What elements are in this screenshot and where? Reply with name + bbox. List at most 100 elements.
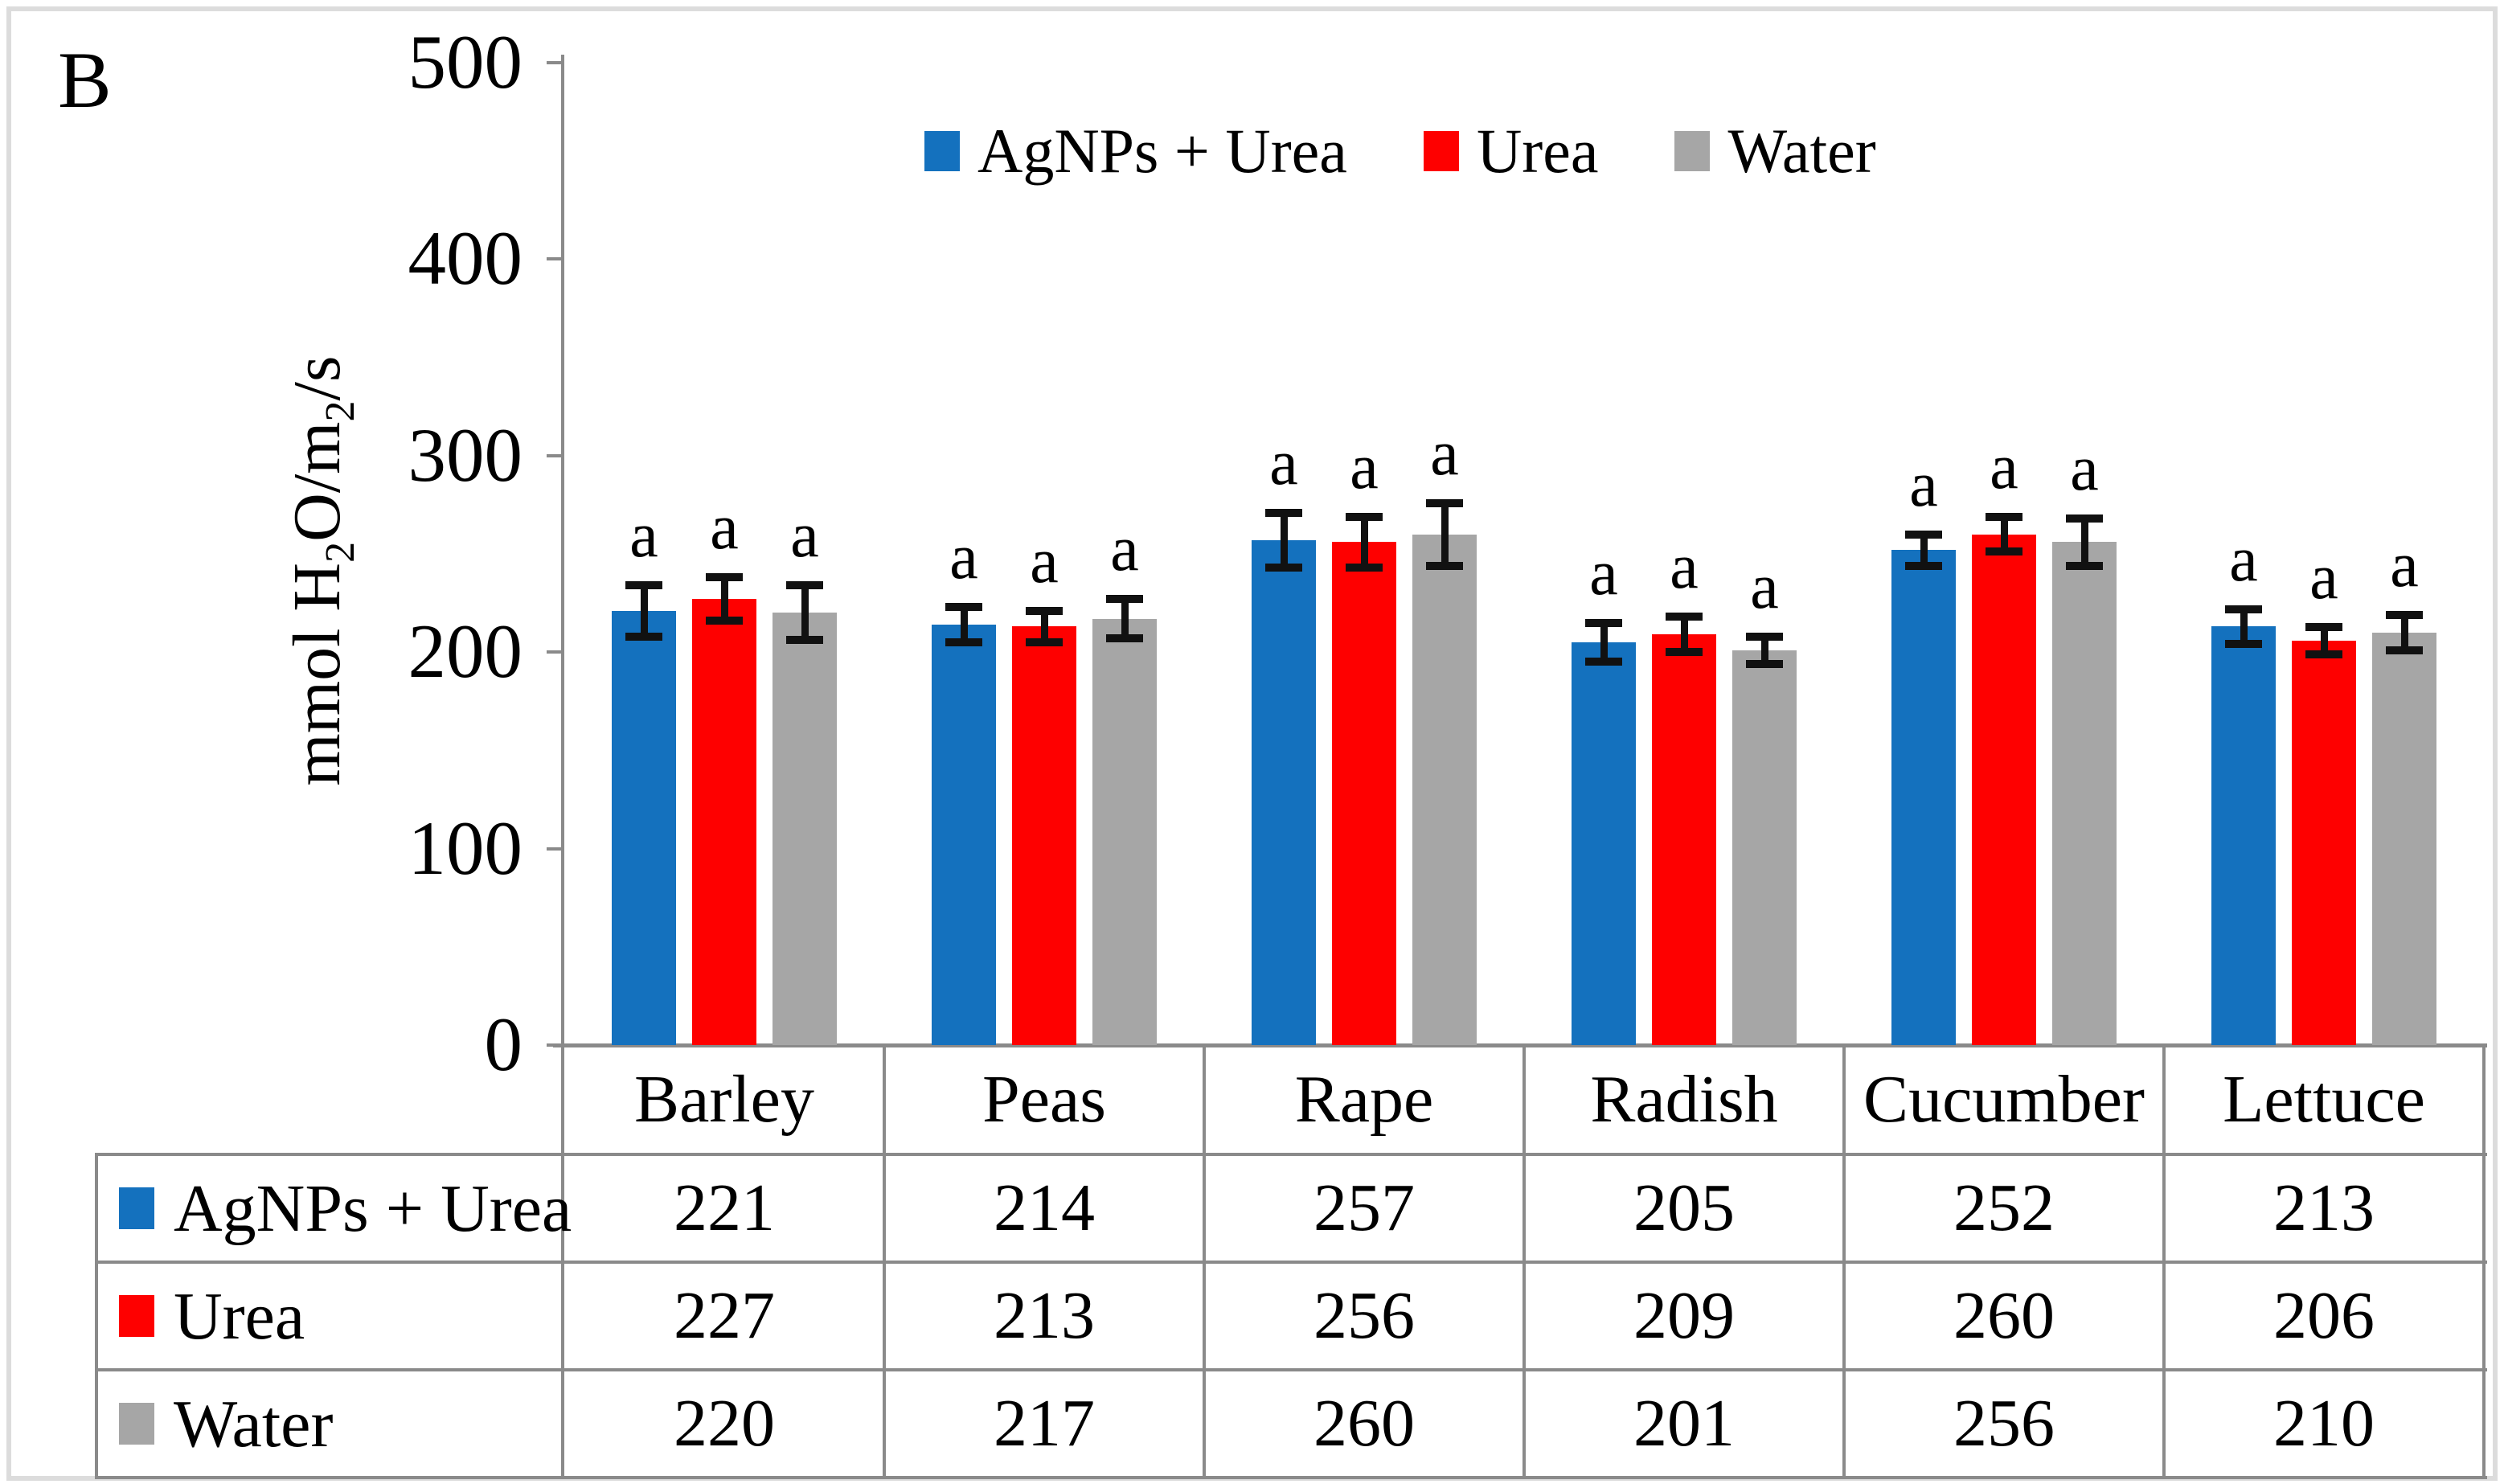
legend-swatch xyxy=(1423,130,1459,171)
bar xyxy=(612,610,676,1045)
value-cell: 260 xyxy=(1953,1278,2055,1353)
sig-label: a xyxy=(2309,541,2338,613)
y-axis-tick-label: 200 xyxy=(408,609,523,695)
table-grid-line xyxy=(95,1153,98,1476)
error-bar-cap-top xyxy=(786,581,823,590)
bar xyxy=(1732,650,1797,1045)
sig-label: a xyxy=(1430,417,1459,489)
value-cell: 209 xyxy=(1633,1278,1735,1353)
series-label-cell: AgNPs + Urea xyxy=(95,1154,572,1262)
sig-label: a xyxy=(2229,523,2258,595)
error-bar-stem xyxy=(1761,632,1768,668)
bar xyxy=(2211,626,2276,1045)
error-bar-cap-top xyxy=(1426,498,1463,507)
error-bar-cap-top xyxy=(706,573,743,582)
error-bar-cap-bottom xyxy=(1585,658,1622,666)
bar xyxy=(1972,534,2036,1045)
bar xyxy=(2292,640,2356,1045)
error-bar-stem xyxy=(961,603,968,646)
bar xyxy=(1891,550,1956,1045)
bar xyxy=(2372,632,2436,1045)
x-axis-line xyxy=(553,1043,2487,1047)
y-axis-tick-label: 300 xyxy=(408,412,523,498)
category-header-cell: Radish xyxy=(1590,1062,1778,1137)
bar xyxy=(692,599,756,1045)
error-bar-stem xyxy=(721,573,728,625)
sig-label: a xyxy=(1350,431,1379,502)
error-bar-cap-bottom xyxy=(2225,640,2262,649)
sig-label: a xyxy=(1030,525,1059,596)
error-bar-cap-top xyxy=(1585,618,1622,627)
value-cell: 257 xyxy=(1313,1170,1415,1245)
category-header-cell: Barley xyxy=(634,1062,814,1137)
sig-label: a xyxy=(629,500,658,572)
sig-label: a xyxy=(1589,537,1618,609)
error-bar-cap-bottom xyxy=(1666,648,1703,657)
value-cell: 252 xyxy=(1953,1170,2055,1245)
bar xyxy=(2052,542,2117,1045)
sig-label: a xyxy=(949,522,978,593)
error-bar-stem xyxy=(2240,605,2248,649)
y-axis-line xyxy=(561,55,564,1479)
table-grid-line xyxy=(1203,1045,1206,1478)
error-bar-cap-bottom xyxy=(625,632,662,641)
category-header-cell: Cucumber xyxy=(1863,1062,2145,1137)
category-header-cell: Peas xyxy=(982,1062,1106,1137)
table-grid-line xyxy=(2162,1045,2166,1478)
bar xyxy=(773,613,837,1045)
legend-item: Urea xyxy=(1423,113,1599,189)
error-bar-cap-top xyxy=(2066,514,2103,523)
value-cell: 221 xyxy=(674,1170,775,1245)
error-bar-cap-top xyxy=(1106,595,1143,604)
sig-label: a xyxy=(1670,531,1699,603)
sig-label: a xyxy=(2390,529,2419,601)
y-axis-tick-mark xyxy=(547,61,564,64)
category-header-cell: Lettuce xyxy=(2223,1062,2425,1137)
error-bar-stem xyxy=(1681,613,1688,657)
y-axis-tick-mark xyxy=(547,453,564,457)
error-bar-stem xyxy=(2401,610,2408,654)
table-grid-line xyxy=(95,1261,2487,1264)
error-bar-stem xyxy=(1041,606,1048,646)
legend-label: Water xyxy=(1727,116,1876,186)
legend-label: AgNPs + Urea xyxy=(977,116,1347,186)
table-grid-line xyxy=(95,1368,2487,1371)
sig-label: a xyxy=(1750,551,1779,622)
error-bar-cap-top xyxy=(625,581,662,590)
error-bar-cap-bottom xyxy=(1106,633,1143,642)
bar xyxy=(1012,626,1076,1045)
error-bar-cap-top xyxy=(1746,632,1783,641)
series-swatch xyxy=(119,1403,154,1445)
bar xyxy=(932,624,996,1045)
error-bar-stem xyxy=(1441,498,1449,570)
table-grid-line xyxy=(2482,1045,2486,1478)
error-bar-stem xyxy=(1121,595,1129,642)
y-axis-tick-label: 0 xyxy=(484,1002,523,1087)
series-name: Urea xyxy=(174,1278,305,1354)
error-bar-cap-bottom xyxy=(945,637,982,646)
error-bar-cap-bottom xyxy=(706,616,743,625)
y-title-sub: 2 xyxy=(317,541,363,563)
error-bar-cap-bottom xyxy=(1026,637,1063,646)
category-header-cell: Rape xyxy=(1294,1062,1434,1137)
series-label-cell: Water xyxy=(95,1370,564,1478)
series-swatch xyxy=(119,1187,154,1229)
bar xyxy=(1652,634,1716,1045)
error-bar-cap-top xyxy=(1265,508,1302,517)
y-title-part: /s xyxy=(280,355,354,401)
legend-label: Urea xyxy=(1476,116,1599,186)
table-grid-line xyxy=(95,1153,2487,1156)
legend-swatch xyxy=(924,130,960,171)
error-bar-stem xyxy=(2321,622,2328,658)
error-bar-stem xyxy=(1600,618,1608,666)
error-bar-stem xyxy=(801,581,809,645)
value-cell: 205 xyxy=(1633,1170,1735,1245)
error-bar-cap-top xyxy=(1026,606,1063,615)
series-swatch xyxy=(119,1295,154,1337)
y-axis-tick-mark xyxy=(547,257,564,261)
y-axis-tick-mark xyxy=(547,847,564,851)
chart-legend: AgNPs + Urea Urea Water xyxy=(924,113,1876,189)
error-bar-stem xyxy=(2081,514,2088,570)
value-cell: 210 xyxy=(2273,1386,2375,1461)
